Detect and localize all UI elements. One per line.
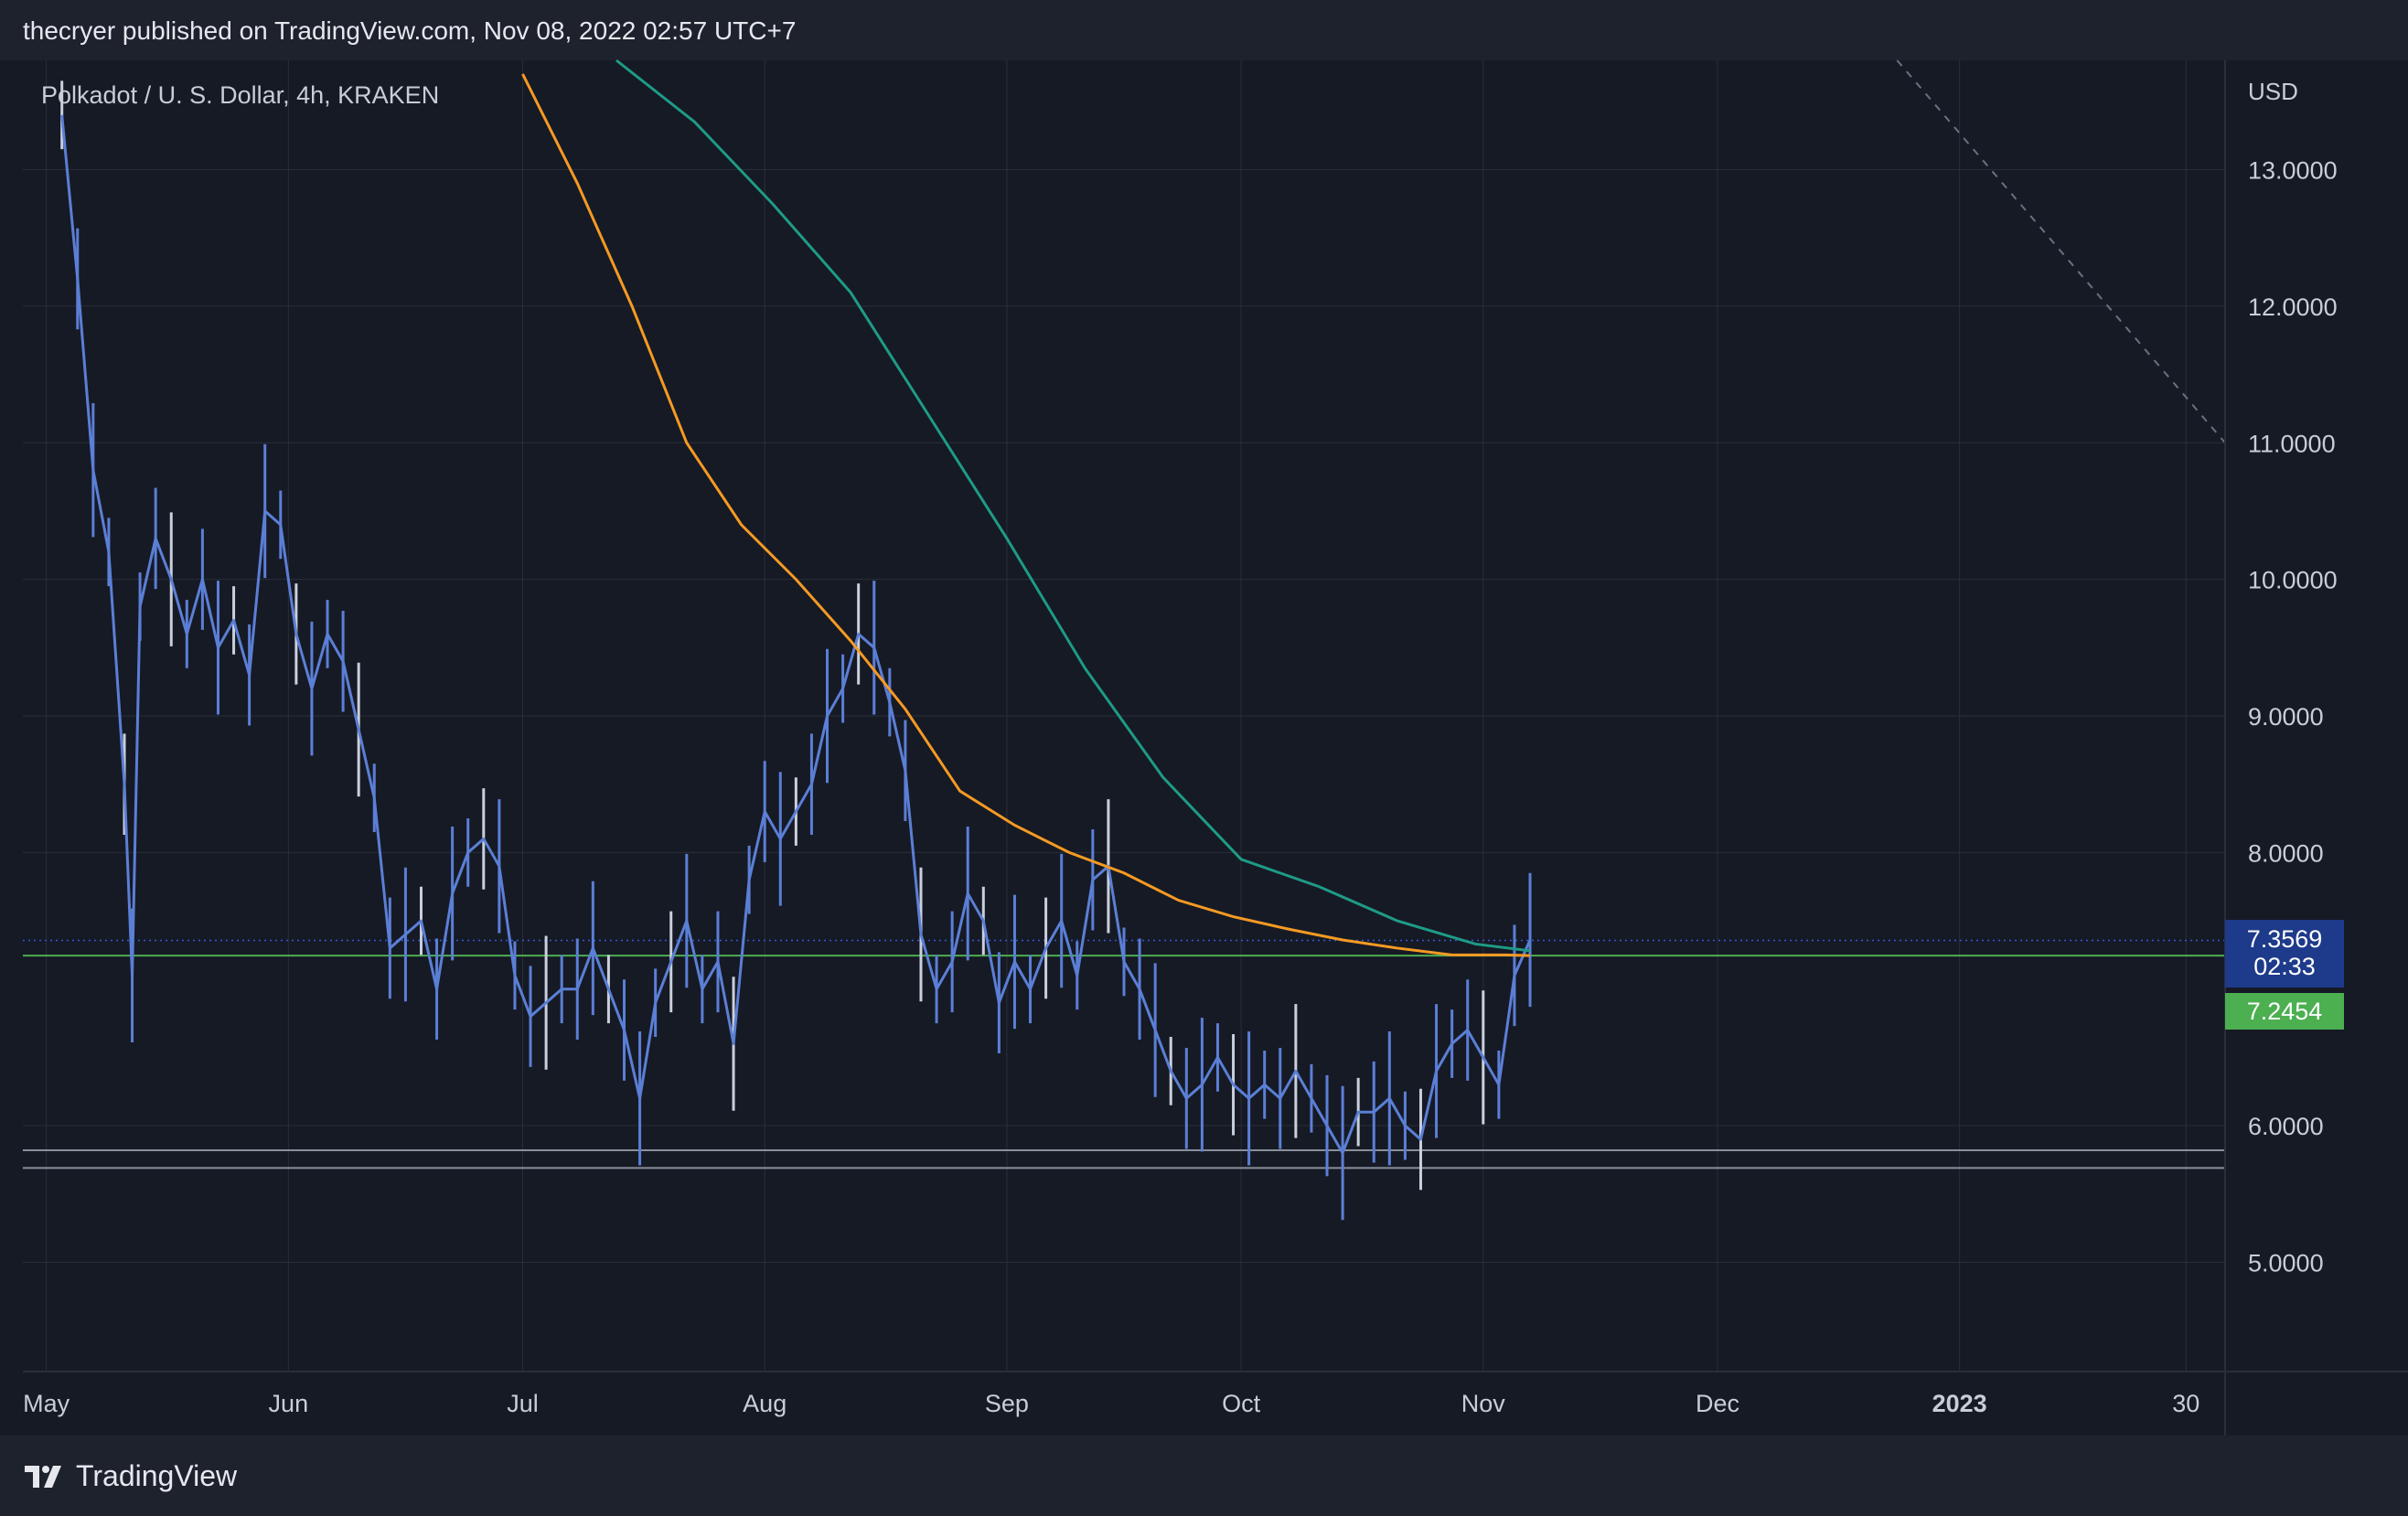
y-tick-label: 11.0000 [2248, 430, 2336, 457]
y-tick-label: 12.0000 [2248, 294, 2338, 321]
y-tick-label: 9.0000 [2248, 703, 2324, 731]
y-tick-label: 8.0000 [2248, 839, 2324, 867]
x-tick-label: 2023 [1932, 1390, 1987, 1417]
footer-bar [0, 1436, 2408, 1516]
chart-axes: 13.0000 12.0000 11.0000 10.0000 9.0000 8.0000… [23, 60, 2408, 1436]
chart-grid [23, 60, 2225, 1372]
last-price-value: 7.3569 [2246, 925, 2323, 953]
currency-label: USD [2248, 78, 2298, 105]
x-tick-label: Sep [985, 1390, 1029, 1417]
chart-series [60, 59, 2226, 1221]
price-series-line [60, 114, 1532, 1155]
last-price-tag: 7.3569 02:33 [2225, 920, 2344, 988]
ma-orange-line [521, 73, 1531, 957]
x-tick-label: Aug [743, 1390, 787, 1417]
tradingview-name: TradingView [76, 1459, 238, 1492]
y-tick-label: 13.0000 [2248, 157, 2338, 185]
dashed-trendline [1896, 59, 2226, 443]
x-tick-label: 30 [2172, 1390, 2199, 1417]
publish-info: thecryer published on TradingView.com, N… [23, 16, 797, 45]
ma-teal-line [615, 59, 1531, 953]
x-tick-label: Oct [1222, 1390, 1261, 1417]
x-tick-label: Nov [1461, 1390, 1506, 1417]
y-tick-label: 5.0000 [2248, 1250, 2324, 1277]
ma-value-tag: 7.2454 [2225, 993, 2344, 1030]
x-tick-label: Jun [269, 1390, 309, 1417]
y-tick-label: 6.0000 [2248, 1113, 2324, 1140]
tradingview-logo-icon [25, 1465, 61, 1488]
x-tick-label: Dec [1696, 1390, 1739, 1417]
publish-bar [0, 0, 2408, 60]
x-tick-label: Jul [507, 1390, 539, 1417]
tradingview-brand[interactable]: TradingView [23, 1459, 237, 1493]
x-tick-label: May [23, 1390, 70, 1417]
y-tick-label: 10.0000 [2248, 567, 2338, 594]
symbol-label: Polkadot / U. S. Dollar, 4h, KRAKEN [41, 81, 439, 109]
bar-countdown: 02:33 [2253, 953, 2316, 980]
